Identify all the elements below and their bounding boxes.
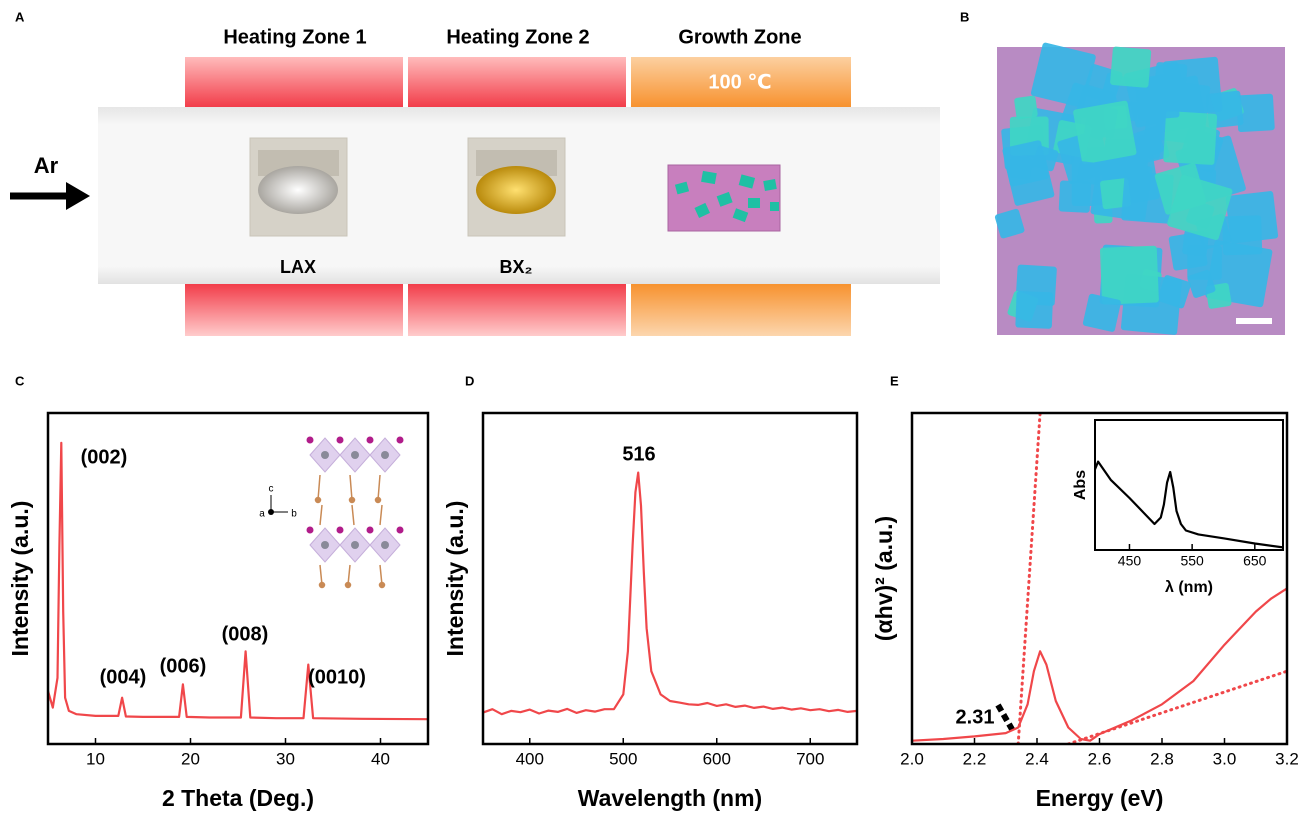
x-tick-label: 2.8 xyxy=(1150,749,1174,768)
annotation: 2.31 xyxy=(956,706,995,728)
y-axis-label: (αhv)² (a.u.) xyxy=(871,516,897,641)
panel-label: B xyxy=(960,9,969,24)
onset-marker xyxy=(998,705,1013,731)
zone-label: Heating Zone 2 xyxy=(446,26,589,48)
x-tick-label: 700 xyxy=(796,749,824,768)
x-tick-label: 450 xyxy=(1118,553,1142,569)
crystal-flake xyxy=(1077,161,1101,185)
gas-label: Ar xyxy=(34,153,59,178)
x-axis-label: λ (nm) xyxy=(1165,579,1213,596)
annotation: (006) xyxy=(160,655,207,677)
crystal-flake xyxy=(1100,246,1159,305)
x-tick-label: 20 xyxy=(181,749,200,768)
crystal-flake xyxy=(1073,100,1137,164)
x-tick-label: 2.4 xyxy=(1025,749,1049,768)
scale-bar xyxy=(1236,318,1272,324)
flow-arrow-head xyxy=(66,182,90,210)
annotation: (002) xyxy=(81,446,128,468)
heater xyxy=(408,284,626,336)
crystal-flake xyxy=(1110,46,1152,88)
data-line xyxy=(1095,462,1283,548)
x-tick-label: 3.0 xyxy=(1213,749,1237,768)
x-tick-label: 500 xyxy=(609,749,637,768)
panel-label: A xyxy=(15,9,25,24)
x-tick-label: 2.6 xyxy=(1088,749,1112,768)
x-tick-label: 400 xyxy=(516,749,544,768)
crystal-flake xyxy=(1225,191,1278,244)
annotation: (004) xyxy=(100,666,147,688)
panel-label: E xyxy=(890,373,899,388)
axis-glyph-label: b xyxy=(291,509,297,520)
y-axis-label: Intensity (a.u.) xyxy=(442,501,468,657)
axis-glyph-label: c xyxy=(269,484,274,495)
x-tick-label: 10 xyxy=(86,749,105,768)
fit-line xyxy=(1068,671,1287,744)
x-tick-label: 40 xyxy=(371,749,390,768)
data-line xyxy=(483,473,857,715)
figure: A B C D E Heating Zone 1 Heating Zone 2 … xyxy=(0,0,1305,819)
crystal-structure xyxy=(268,437,404,588)
y-axis-label: Abs xyxy=(1072,470,1089,500)
heater xyxy=(408,57,626,107)
annotation: (0010) xyxy=(308,666,366,688)
plot-frame xyxy=(483,413,857,744)
crystal-flake xyxy=(1163,111,1217,165)
micrograph xyxy=(994,42,1285,335)
heater xyxy=(185,284,403,336)
axis-glyph-label: a xyxy=(259,509,265,520)
crystal-flake xyxy=(1014,95,1038,119)
heater xyxy=(185,57,403,107)
x-tick-label: 30 xyxy=(276,749,295,768)
x-tick-label: 550 xyxy=(1180,553,1204,569)
annotation: 516 xyxy=(622,443,655,465)
furnace-schematic xyxy=(10,57,940,336)
precursor-label: LAX xyxy=(280,257,316,277)
x-tick-label: 2.0 xyxy=(900,749,924,768)
heater xyxy=(631,284,851,336)
crystal-flake xyxy=(1154,62,1188,96)
zone-label: Growth Zone xyxy=(678,26,801,48)
y-axis-label: Intensity (a.u.) xyxy=(7,501,33,657)
x-axis-label: 2 Theta (Deg.) xyxy=(162,785,314,811)
zone-label: Heating Zone 1 xyxy=(223,26,366,48)
x-axis-label: Wavelength (nm) xyxy=(578,785,762,811)
x-axis-label: Energy (eV) xyxy=(1036,785,1164,811)
x-tick-label: 2.2 xyxy=(963,749,987,768)
crystal-flake xyxy=(1082,293,1121,332)
x-tick-label: 3.2 xyxy=(1275,749,1299,768)
crystal-flake xyxy=(1015,291,1053,329)
temperature: 100 ℃ xyxy=(708,71,771,93)
panel-label: D xyxy=(465,373,474,388)
powder xyxy=(258,166,338,214)
x-tick-label: 600 xyxy=(703,749,731,768)
powder xyxy=(476,166,556,214)
annotation: (008) xyxy=(222,623,269,645)
panel-label: C xyxy=(15,373,25,388)
x-tick-label: 650 xyxy=(1243,553,1267,569)
precursor-label: BX₂ xyxy=(499,257,532,277)
crystal-flake xyxy=(1059,180,1091,212)
